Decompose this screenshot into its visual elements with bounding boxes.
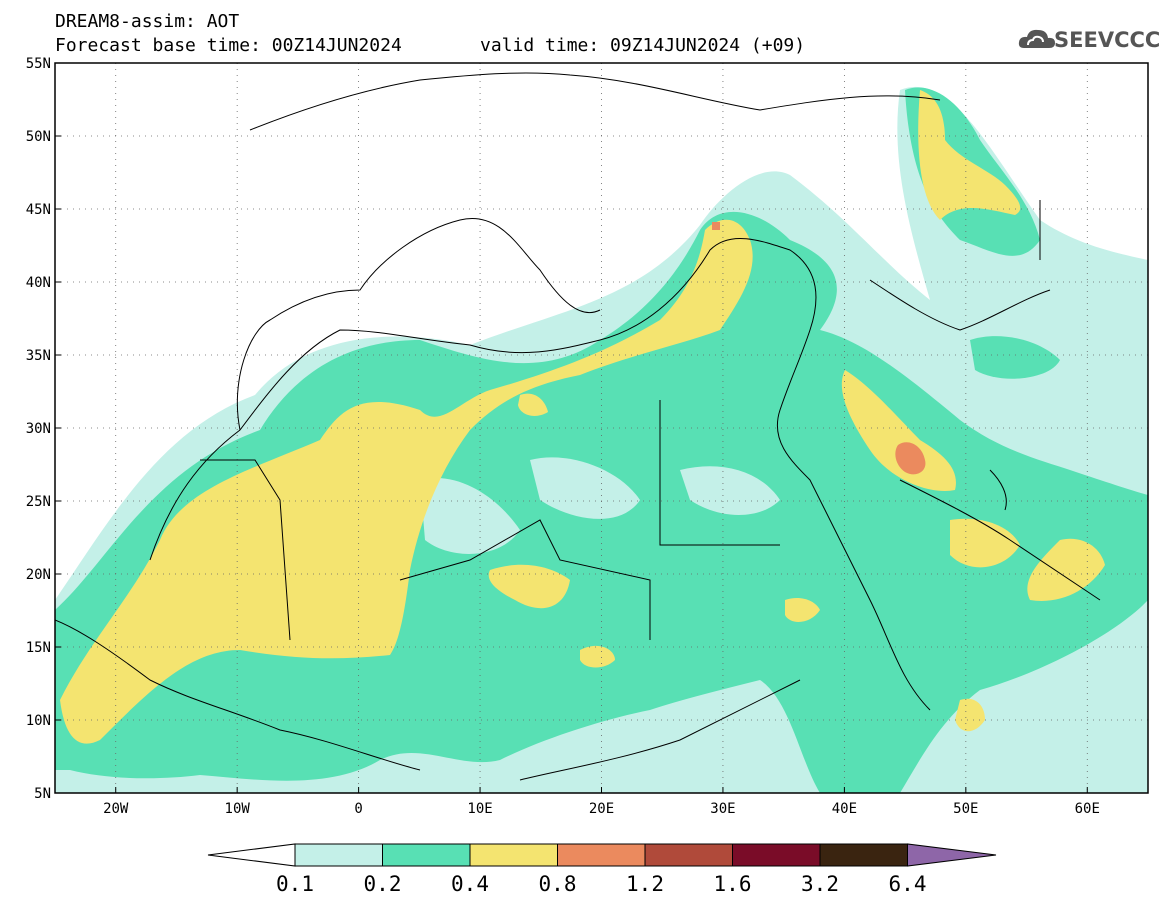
- lat-tick-label: 40N: [26, 275, 51, 291]
- colorbar-segment: [732, 843, 821, 867]
- lat-tick-label: 45N: [26, 202, 51, 218]
- aot-band-0.4: [60, 90, 1105, 744]
- lon-tick-label: 60E: [1075, 801, 1100, 817]
- lat-tick-label: 50N: [26, 129, 51, 145]
- lat-tick-label: 35N: [26, 348, 51, 364]
- colorbar-label: 0.2: [363, 872, 402, 896]
- colorbar-segment: [294, 843, 383, 867]
- lon-tick-label: 40E: [832, 801, 857, 817]
- longitude-labels: 20W 10W 0 10E 20E 30E 40E 50E 60E: [103, 787, 1100, 817]
- colorbar-label: 1.2: [626, 872, 664, 896]
- lon-tick-label: 10W: [225, 801, 251, 817]
- lon-tick-label: 20W: [103, 801, 129, 817]
- lat-tick-label: 55N: [26, 56, 51, 72]
- lon-tick-label: 30E: [710, 801, 735, 817]
- coastlines: [55, 72, 1101, 781]
- valid-time: valid time: 09Z14JUN2024 (+09): [480, 35, 806, 56]
- lat-tick-label: 5N: [34, 786, 51, 802]
- colorbar-label: 1.6: [713, 872, 752, 896]
- colorbar-under-triangle: [207, 843, 296, 867]
- graticule: [55, 63, 1148, 793]
- lat-tick-label: 10N: [26, 713, 51, 729]
- lat-tick-label: 15N: [26, 640, 51, 656]
- lon-tick-label: 0: [354, 801, 362, 817]
- colorbar: [207, 843, 997, 867]
- colorbar-segment: [819, 843, 908, 867]
- colorbar-over-triangle: [907, 843, 997, 867]
- colorbar-label: 0.1: [276, 872, 314, 896]
- lat-tick-label: 30N: [26, 421, 51, 437]
- lon-tick-label: 50E: [953, 801, 978, 817]
- aot-band-0.8: [712, 222, 926, 475]
- colorbar-label: 0.8: [538, 872, 577, 896]
- colorbar-segment: [382, 843, 471, 867]
- aot-field: [55, 86, 1148, 793]
- colorbar-segment: [469, 843, 558, 867]
- lon-tick-label: 10E: [467, 801, 492, 817]
- lon-tick-label: 20E: [589, 801, 614, 817]
- colorbar-segment: [644, 843, 733, 867]
- seevccc-logo: [1018, 24, 1154, 58]
- colorbar-segment: [557, 843, 646, 867]
- logo-text: SEEVCCC: [1054, 28, 1161, 52]
- latitude-labels: 55N 50N 45N 40N 35N 30N 25N 20N 15N 10N 5N: [26, 56, 61, 802]
- cloud-logo-icon: [1018, 29, 1055, 48]
- forecast-base-time: Forecast base time: 00Z14JUN2024: [55, 35, 402, 56]
- lat-tick-label: 20N: [26, 567, 51, 583]
- lat-tick-label: 25N: [26, 494, 51, 510]
- colorbar-label: 3.2: [801, 872, 839, 896]
- map-title: DREAM8-assim: AOT: [55, 11, 240, 32]
- colorbar-label: 0.4: [451, 872, 489, 896]
- colorbar-label: 6.4: [888, 872, 927, 896]
